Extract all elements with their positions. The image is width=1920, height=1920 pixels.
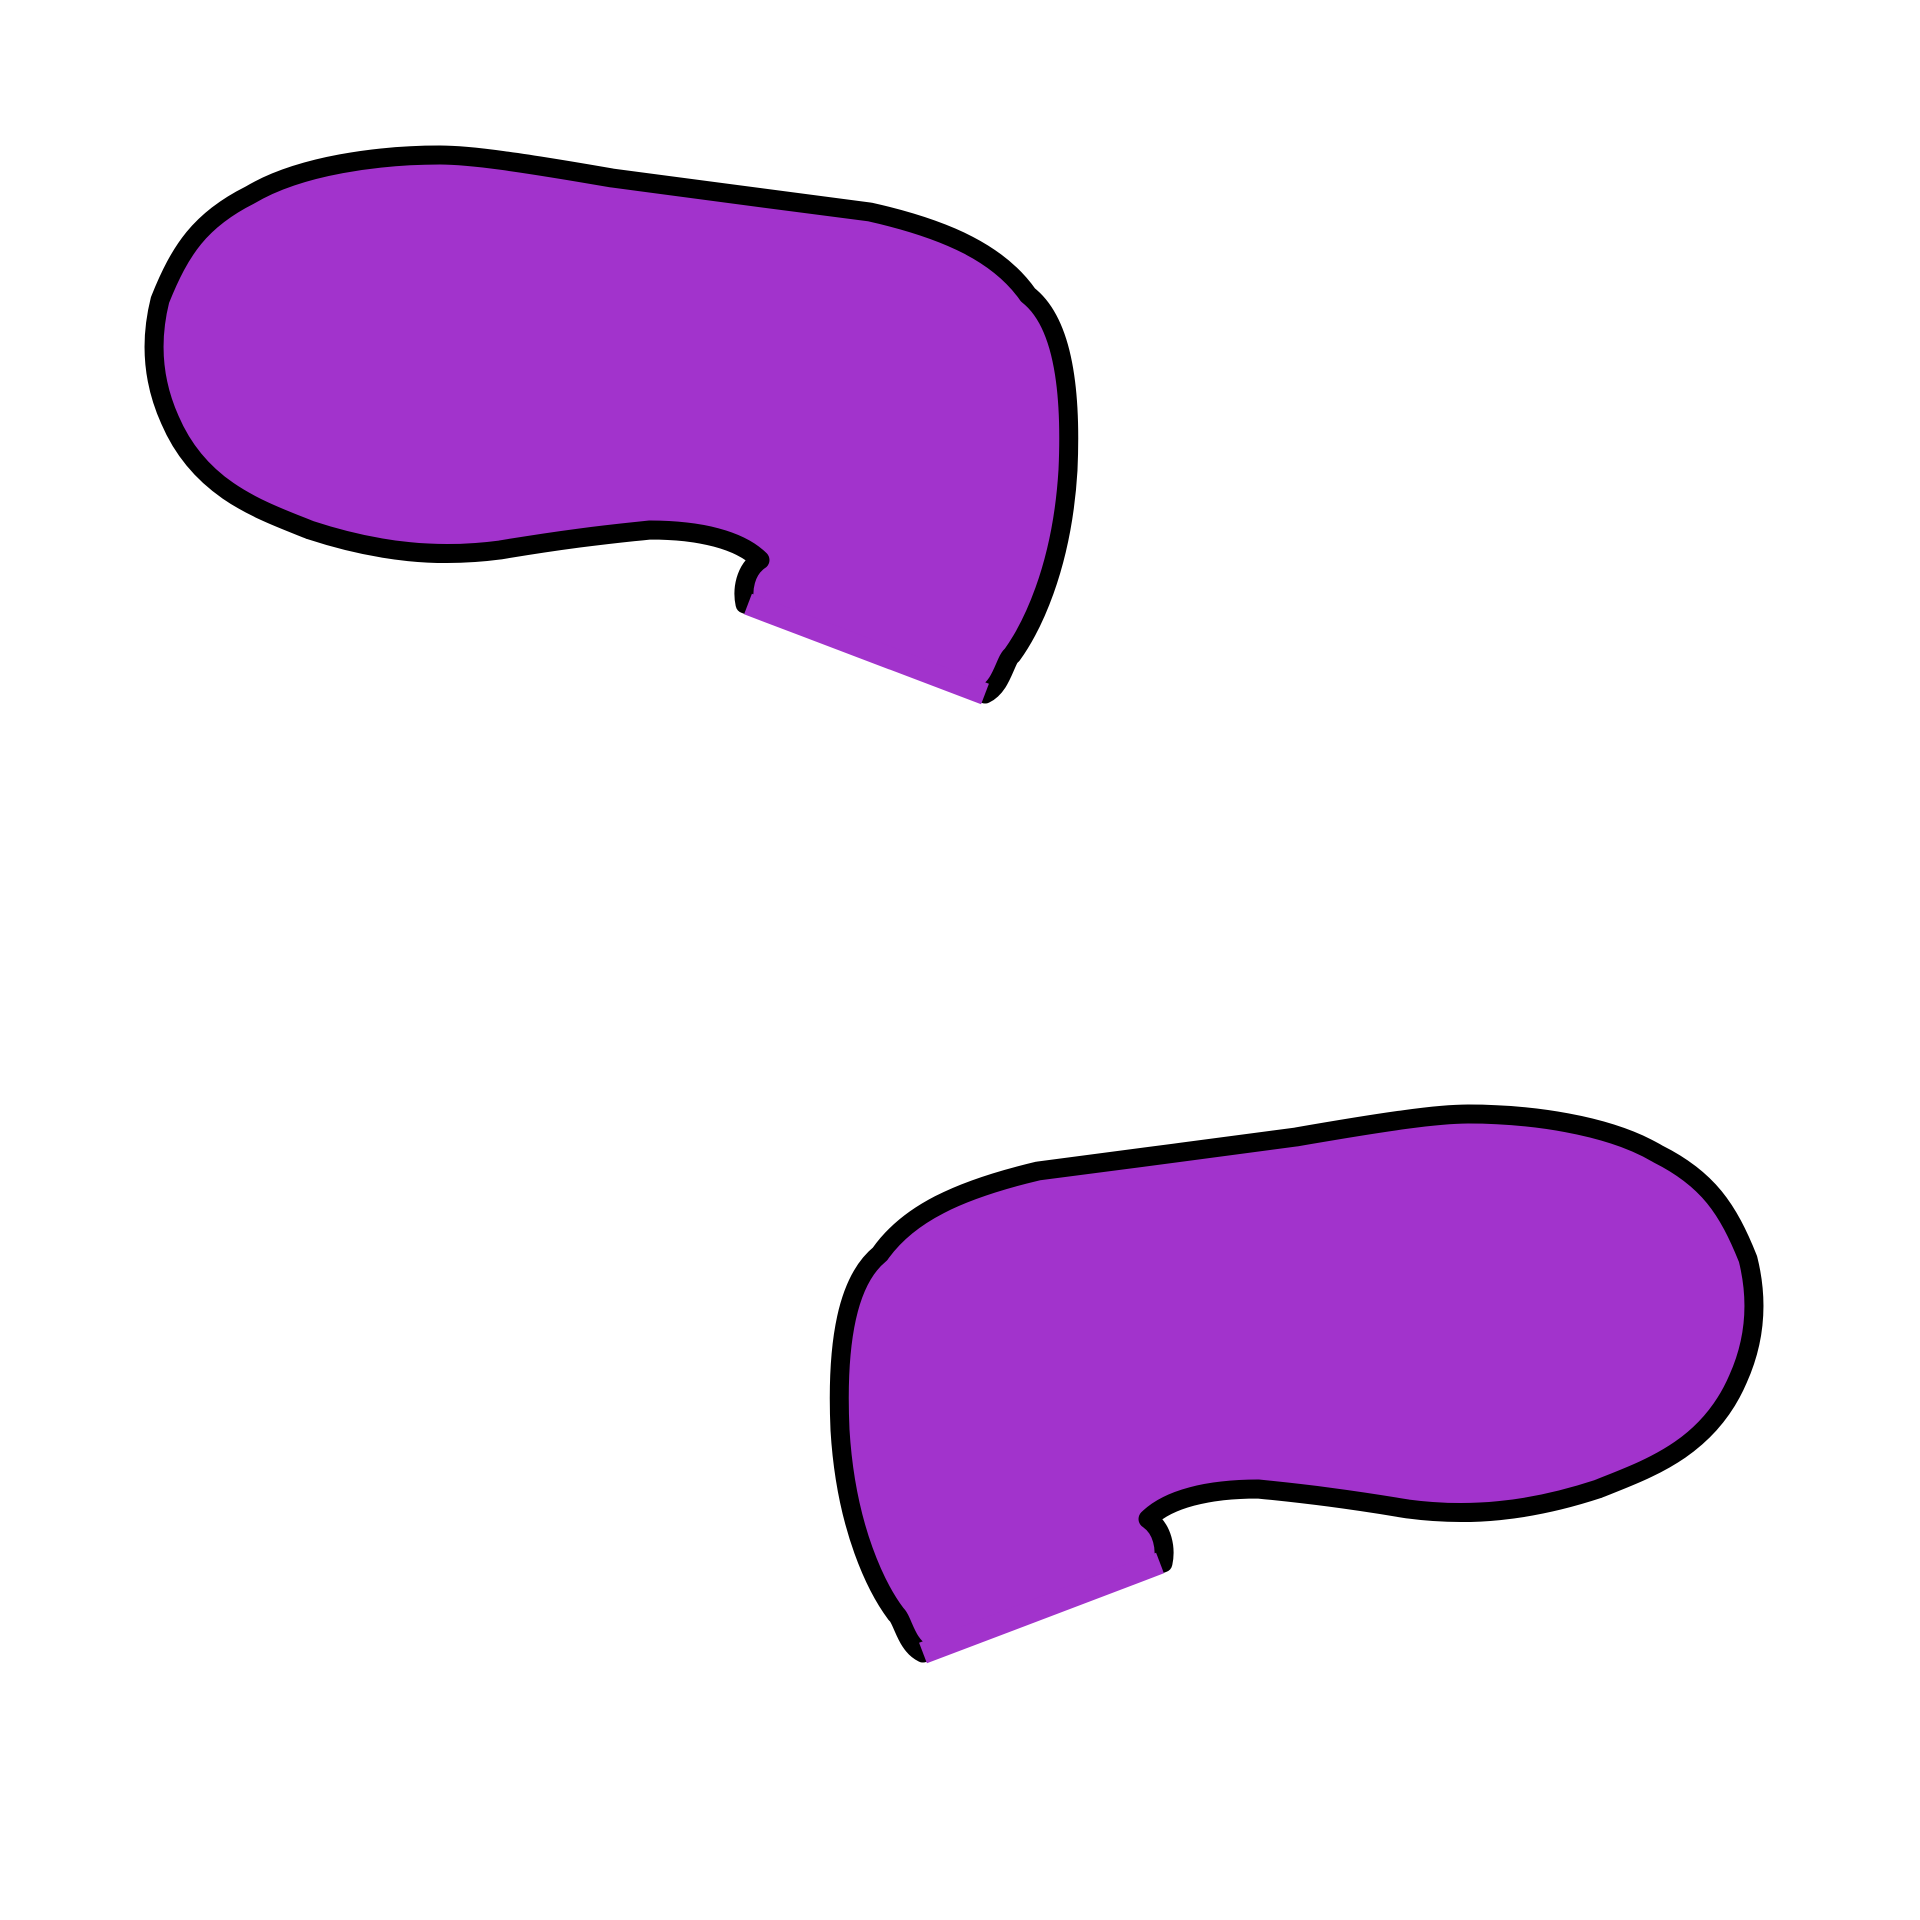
purple-blob-upper [144,145,1079,705]
purple-blob-lower [829,1104,1764,1664]
purple-blob-upper-body [144,145,1079,704]
purple-blob-upper-open-edge [744,593,989,705]
purple-blob-lower-open-edge [919,1552,1164,1664]
purple-blob-lower-body [829,1104,1764,1663]
